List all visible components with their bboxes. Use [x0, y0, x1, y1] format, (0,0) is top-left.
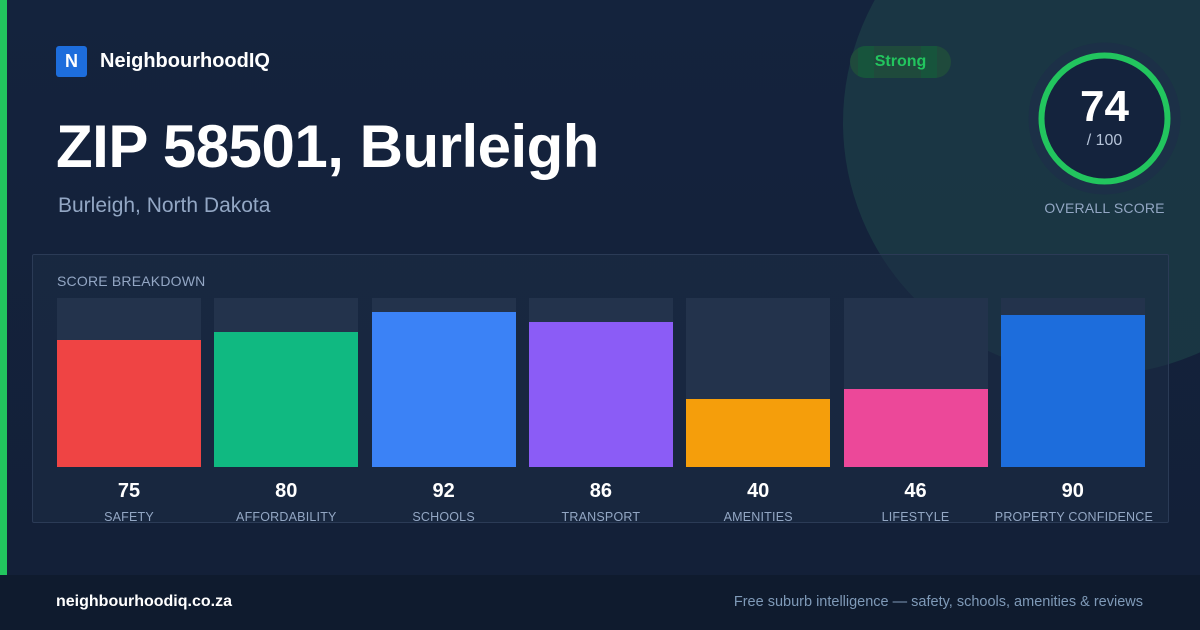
overall-score-label: OVERALL SCORE	[1044, 200, 1165, 216]
gauge-progress-arc	[1038, 52, 1171, 185]
bar-category-label: SCHOOLS	[412, 510, 475, 524]
bar-value-label: 86	[589, 480, 613, 502]
bar-value-label: 90	[1061, 480, 1084, 502]
bar-track	[686, 298, 831, 467]
bar-track	[528, 298, 673, 467]
bar-category-label: LIFESTYLE	[881, 510, 950, 524]
bar-category-label: AMENITIES	[723, 510, 793, 524]
overall-score-value: 74	[1080, 82, 1129, 131]
accent-bar	[0, 0, 7, 575]
brand: N NeighbourhoodIQ	[56, 46, 270, 77]
page-subtitle: Burleigh, North Dakota	[58, 194, 271, 217]
bar-category-label: SAFETY	[104, 510, 154, 524]
overall-score-max: / 100	[1086, 132, 1123, 149]
status-badge-label: Strong	[874, 53, 927, 70]
bar-track	[57, 298, 201, 467]
bar-category-label: TRANSPORT	[561, 510, 641, 524]
bar-track	[371, 298, 516, 467]
bar	[57, 340, 201, 467]
footer-tagline: Free suburb intelligence — safety, schoo…	[733, 594, 1143, 610]
bar	[214, 332, 359, 467]
bar	[528, 322, 673, 467]
score-breakdown-panel: SCORE BREAKDOWN 75 SAFETY 80 AFFORDABILITY 9…	[32, 254, 1170, 524]
bar-value-label: 75	[117, 480, 141, 502]
score-breakdown-title: SCORE BREAKDOWN	[57, 273, 206, 289]
page-card: N NeighbourhoodIQ ZIP 58501, Burleigh Bu…	[0, 0, 1200, 575]
score-breakdown-chart: 75 SAFETY 80 AFFORDABILITY 92 SCHOOLS 86 TRANSP…	[33, 255, 1170, 524]
brand-logo: N	[56, 46, 87, 77]
bar	[371, 312, 516, 467]
bar-track	[843, 298, 988, 467]
status-badge: Strong	[850, 46, 951, 78]
bar	[843, 389, 988, 467]
overall-score-gauge: 74 / 100	[1028, 42, 1181, 195]
bar-category-label: PROPERTY CONFIDENCE	[994, 510, 1154, 524]
bar-value-label: 46	[904, 480, 927, 502]
bar-value-label: 40	[747, 480, 770, 502]
brand-name: NeighbourhoodIQ	[100, 50, 270, 72]
gauge-ring	[1028, 42, 1181, 195]
bar-track	[1000, 298, 1145, 467]
bar	[1000, 315, 1145, 467]
bar-track	[214, 298, 359, 467]
bar-value-label: 80	[275, 480, 298, 502]
bar	[686, 399, 831, 467]
bar-value-label: 92	[432, 480, 455, 502]
gauge-inner-disc	[1044, 58, 1165, 179]
footer: neighbourhoodiq.co.za Free suburb intell…	[0, 575, 1200, 630]
page-title: ZIP 58501, Burleigh	[56, 113, 599, 180]
footer-url[interactable]: neighbourhoodiq.co.za	[56, 593, 232, 610]
bar-category-label: AFFORDABILITY	[236, 510, 337, 524]
